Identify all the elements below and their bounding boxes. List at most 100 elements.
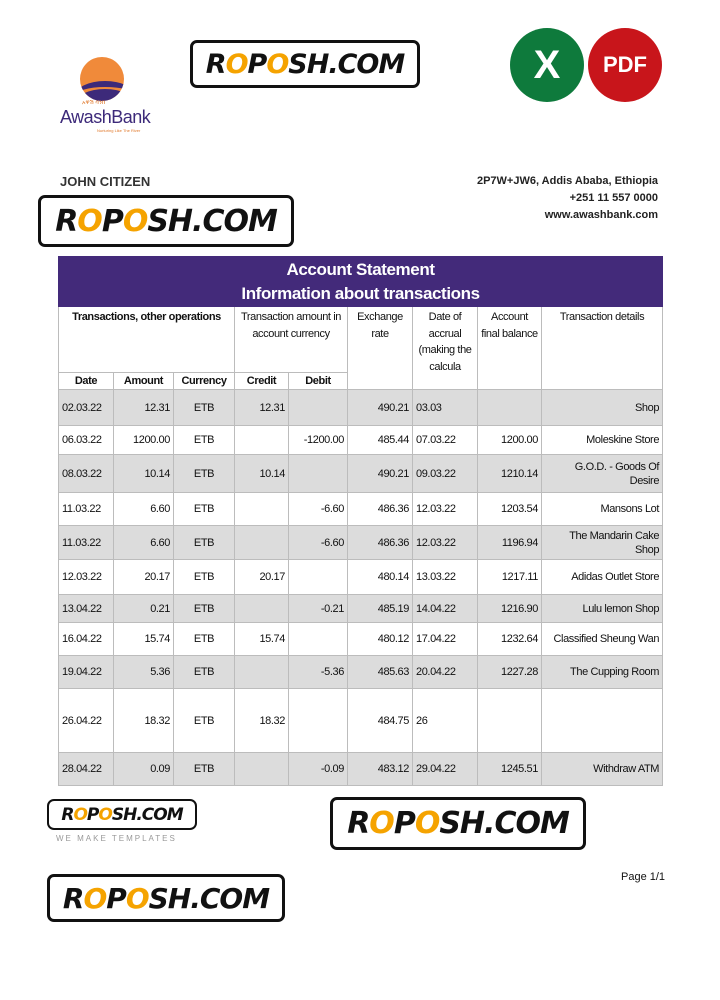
cell-details: Mansons Lot (540, 492, 664, 526)
cell-rate: 485.63 (347, 655, 413, 689)
cell-rate: 486.36 (347, 492, 413, 526)
cell-currency: ETB (173, 655, 235, 689)
cell-date: 19.04.22 (58, 655, 114, 689)
cell-details: The Cupping Room (540, 655, 664, 689)
cell-amount: 12.31 (113, 389, 174, 426)
page-number: Page 1/1 (621, 871, 666, 883)
cell-rate: 485.19 (347, 594, 413, 623)
watermark: R O P O SH.COM (330, 797, 586, 850)
cell-rate: 485.44 (347, 425, 413, 455)
cell-debit: -1200.00 (288, 425, 348, 455)
table-row: 12.03.22 20.17 ETB 20.17 480.14 13.03.22 1217.… (58, 559, 664, 595)
group-amount: Transaction amount in account currency (234, 306, 348, 373)
header-debit: Debit (288, 372, 348, 390)
cell-details: Lulu lemon Shop (540, 594, 664, 623)
cell-rate: 480.12 (347, 622, 413, 656)
cell-debit (288, 622, 348, 656)
cell-rate: 484.75 (347, 688, 413, 753)
cell-amount: 0.09 (113, 752, 174, 786)
cell-accrual: 03.03 (412, 389, 478, 426)
cell-amount: 18.32 (113, 688, 174, 753)
cell-amount: 10.14 (113, 454, 174, 493)
cell-accrual: 07.03.22 (412, 425, 478, 455)
cell-details (540, 688, 664, 753)
customer-name: JOHN CITIZEN (60, 174, 151, 189)
cell-currency: ETB (173, 622, 235, 656)
cell-credit: 20.17 (234, 559, 289, 595)
cell-credit (234, 594, 289, 623)
transactions-table: Account Statement Information about trans… (57, 256, 664, 786)
cell-currency: ETB (173, 454, 235, 493)
bank-phone: +251 11 557 0000 (569, 192, 658, 204)
cell-date: 26.04.22 (58, 688, 114, 753)
cell-date: 08.03.22 (58, 454, 114, 493)
cell-date: 06.03.22 (58, 425, 114, 455)
table-row: 11.03.22 6.60 ETB -6.60 486.36 12.03.22 1203.5… (58, 492, 664, 526)
table-row: 08.03.22 10.14 ETB 10.14 490.21 09.03.22 1210.… (58, 454, 664, 493)
header-date: Date (58, 372, 114, 390)
cell-date: 16.04.22 (58, 622, 114, 656)
header-details: Transaction details (540, 306, 664, 390)
cell-currency: ETB (173, 559, 235, 595)
cell-rate: 490.21 (347, 389, 413, 426)
bank-name: AwashBank (60, 107, 151, 127)
cell-date: 02.03.22 (58, 389, 114, 426)
cell-accrual: 29.04.22 (412, 752, 478, 786)
cell-date: 12.03.22 (58, 559, 114, 595)
cell-debit: -0.09 (288, 752, 348, 786)
bank-address: 2P7W+JW6, Addis Ababa, Ethiopia (476, 175, 658, 187)
table-row: 06.03.22 1200.00 ETB -1200.00 485.44 07.03.22… (58, 425, 664, 455)
watermark: R O P O SH.COM (47, 799, 197, 830)
cell-debit: -0.21 (288, 594, 348, 623)
cell-amount: 6.60 (113, 525, 174, 560)
table-row: 02.03.22 12.31 ETB 12.31 490.21 03.03 Shop (58, 389, 664, 426)
cell-balance: 1245.51 (477, 752, 542, 786)
cell-amount: 1200.00 (113, 425, 174, 455)
cell-accrual: 17.04.22 (412, 622, 478, 656)
cell-credit: 15.74 (234, 622, 289, 656)
header-final-balance: Account final balance (477, 306, 542, 390)
cell-details: G.O.D. - Goods Of Desire (540, 454, 664, 493)
cell-rate: 483.12 (347, 752, 413, 786)
cell-currency: ETB (173, 492, 235, 526)
cell-currency: ETB (173, 425, 235, 455)
header-amount: Amount (113, 372, 174, 390)
cell-accrual: 26 (412, 688, 478, 753)
header-credit: Credit (234, 372, 289, 390)
cell-details: Moleskine Store (540, 425, 664, 455)
cell-debit (288, 389, 348, 426)
cell-credit: 10.14 (234, 454, 289, 493)
cell-date: 13.04.22 (58, 594, 114, 623)
cell-debit: -5.36 (288, 655, 348, 689)
cell-details: The Mandarin Cake Shop (540, 525, 664, 560)
cell-accrual: 20.04.22 (412, 655, 478, 689)
cell-credit (234, 425, 289, 455)
bank-logo-icon (80, 57, 124, 101)
group-transactions: Transactions, other operations (58, 306, 235, 373)
bank-tagline: Nurturing Like The River (97, 128, 141, 133)
cell-balance (477, 389, 542, 426)
excel-icon[interactable]: X (510, 28, 584, 102)
cell-rate: 486.36 (347, 525, 413, 560)
watermark-tagline: WE MAKE TEMPLATES (56, 834, 177, 843)
watermark: R O P O SH.COM (190, 40, 420, 88)
pdf-icon[interactable]: PDF (588, 28, 662, 102)
header-currency: Currency (173, 372, 235, 390)
cell-date: 11.03.22 (58, 525, 114, 560)
cell-details: Classified Sheung Wan (540, 622, 664, 656)
cell-debit (288, 559, 348, 595)
cell-amount: 20.17 (113, 559, 174, 595)
bank-website: www.awashbank.com (544, 209, 658, 221)
watermark: R O P O SH.COM (38, 195, 294, 247)
cell-amount: 0.21 (113, 594, 174, 623)
statement-title: Account Statement Information about trans… (57, 256, 664, 307)
cell-amount: 5.36 (113, 655, 174, 689)
cell-credit: 18.32 (234, 688, 289, 753)
cell-balance: 1216.90 (477, 594, 542, 623)
table-row: 13.04.22 0.21 ETB -0.21 485.19 14.04.22 1216.9… (58, 594, 664, 623)
cell-rate: 480.14 (347, 559, 413, 595)
cell-currency: ETB (173, 389, 235, 426)
cell-currency: ETB (173, 752, 235, 786)
cell-currency: ETB (173, 594, 235, 623)
cell-accrual: 13.03.22 (412, 559, 478, 595)
